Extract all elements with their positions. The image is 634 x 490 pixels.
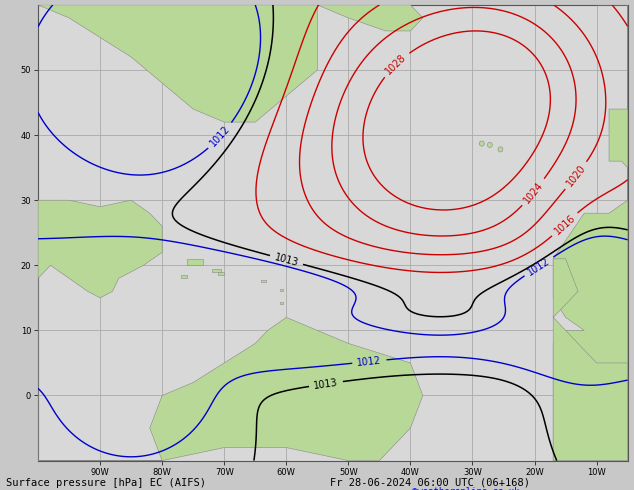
Polygon shape: [212, 269, 221, 272]
Text: 1020: 1020: [565, 163, 588, 188]
Text: Fr 28-06-2024 06:00 UTC (06+168): Fr 28-06-2024 06:00 UTC (06+168): [330, 478, 529, 488]
Text: 1012: 1012: [209, 123, 233, 148]
Polygon shape: [38, 200, 162, 461]
Text: 1028: 1028: [384, 52, 408, 76]
Circle shape: [498, 147, 503, 152]
Polygon shape: [280, 290, 283, 292]
Text: Surface pressure [hPa] EC (AIFS): Surface pressure [hPa] EC (AIFS): [6, 478, 206, 488]
Text: 1013: 1013: [273, 252, 300, 268]
Polygon shape: [181, 275, 187, 278]
Text: ©weatheronline.co.uk: ©weatheronline.co.uk: [412, 487, 520, 490]
Polygon shape: [553, 259, 628, 461]
Circle shape: [479, 141, 484, 146]
Text: 1013: 1013: [313, 377, 339, 391]
Circle shape: [488, 142, 493, 147]
Polygon shape: [553, 5, 628, 461]
Polygon shape: [280, 302, 283, 304]
Text: 1024: 1024: [522, 180, 545, 205]
Polygon shape: [38, 5, 318, 122]
Text: 1012: 1012: [526, 255, 552, 277]
Polygon shape: [218, 272, 224, 275]
Polygon shape: [38, 318, 423, 461]
Polygon shape: [261, 280, 266, 282]
Polygon shape: [187, 259, 202, 265]
Text: 1016: 1016: [552, 213, 577, 236]
Polygon shape: [318, 5, 423, 31]
Text: 1012: 1012: [357, 355, 382, 368]
